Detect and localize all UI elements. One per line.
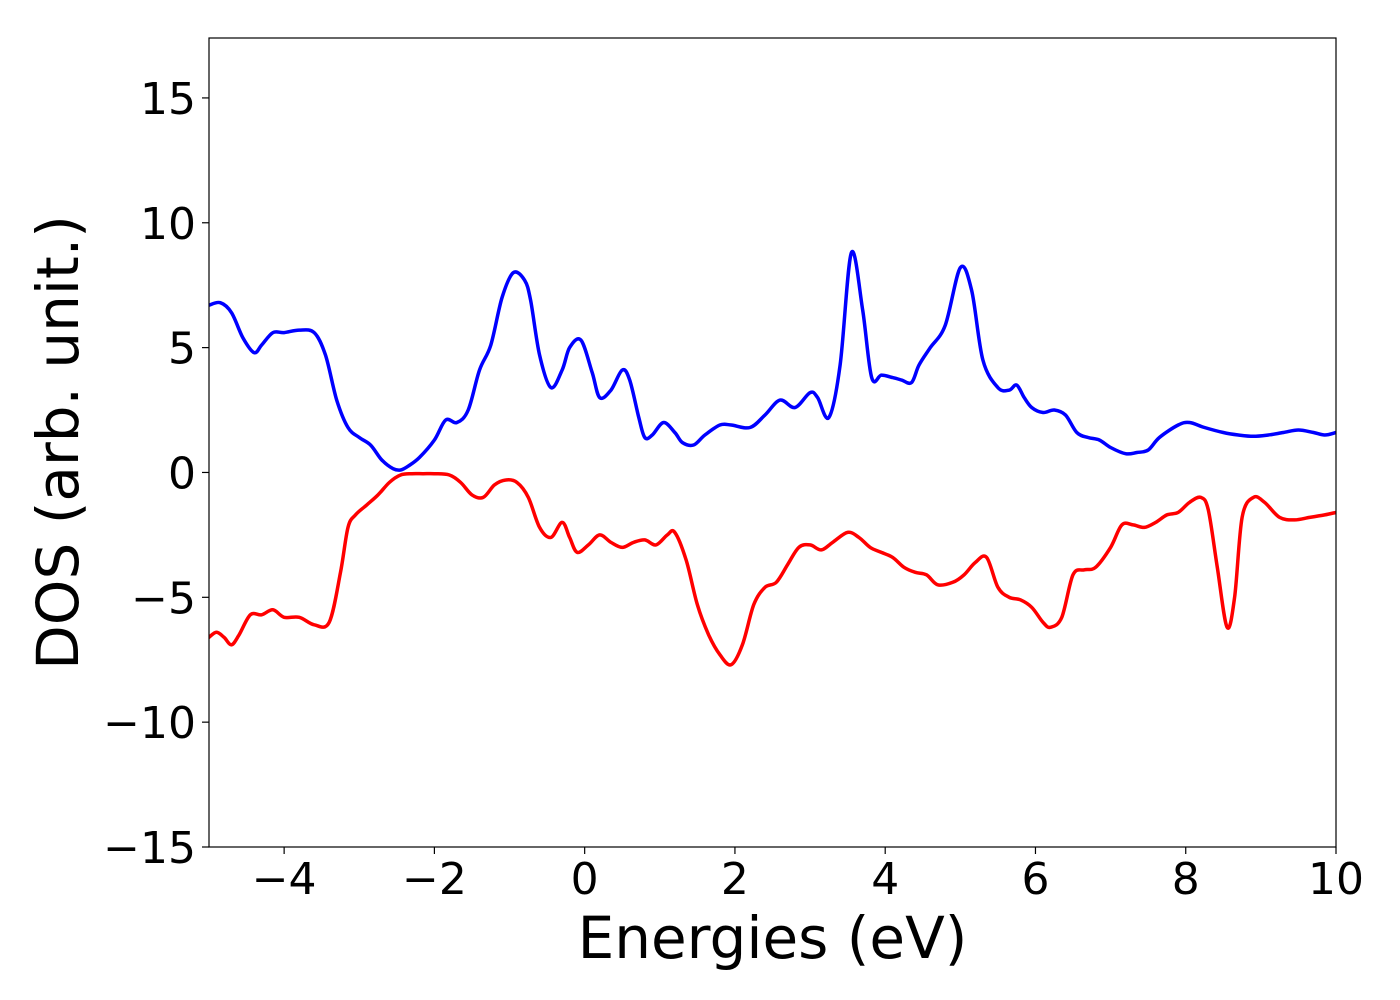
- y-tick-label: −15: [103, 823, 196, 874]
- x-tick-label: −2: [402, 854, 467, 905]
- x-tick-label: 0: [571, 854, 599, 905]
- y-tick-label: −5: [131, 573, 196, 624]
- series-line-2: [209, 471, 1336, 667]
- y-tick-label: 15: [140, 74, 196, 125]
- x-tick-label: 10: [1308, 854, 1364, 905]
- y-tick-label: 0: [168, 448, 196, 499]
- tick-layer: −4 −2 0 2 4 6 8 10 15 10 5 0 −5 −10 −15: [103, 74, 1364, 905]
- x-tick-label: 8: [1172, 854, 1200, 905]
- x-tick-label: 2: [721, 854, 749, 905]
- x-tick-label: 6: [1021, 854, 1049, 905]
- y-tick-label: 10: [140, 199, 196, 250]
- x-axis-label: Energies (eV): [578, 904, 968, 972]
- series-line-1: [209, 249, 1336, 472]
- x-tick-label: 4: [871, 854, 899, 905]
- y-axis-label: DOS (arb. unit.): [24, 215, 92, 670]
- y-tick-label: 5: [168, 324, 196, 375]
- plot-frame: [208, 37, 1337, 848]
- y-tick-label: −10: [103, 698, 196, 749]
- x-tick-label: −4: [252, 854, 317, 905]
- series-layer: [209, 249, 1336, 667]
